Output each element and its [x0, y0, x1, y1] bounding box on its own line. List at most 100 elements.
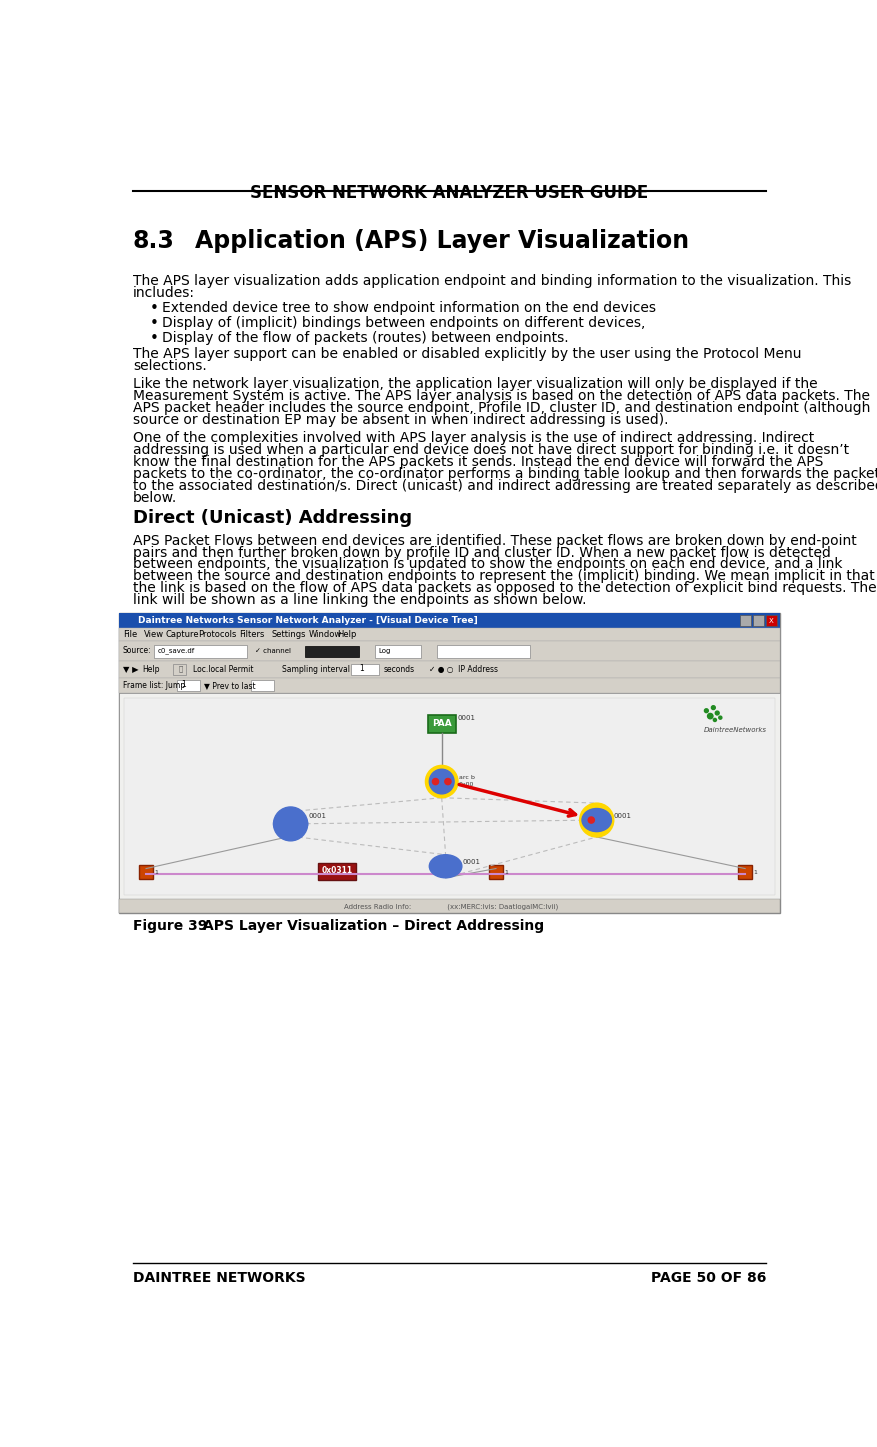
FancyBboxPatch shape [119, 677, 780, 693]
FancyBboxPatch shape [428, 715, 456, 734]
Text: seconds: seconds [384, 664, 415, 674]
Text: Daintree Networks Sensor Network Analyzer - [Visual Device Tree]: Daintree Networks Sensor Network Analyze… [138, 616, 477, 625]
FancyBboxPatch shape [177, 680, 200, 690]
FancyBboxPatch shape [119, 693, 780, 900]
Text: 🔒: 🔒 [179, 666, 183, 673]
Text: The APS layer support can be enabled or disabled explicitly by the user using th: The APS layer support can be enabled or … [133, 347, 802, 362]
Circle shape [432, 778, 438, 784]
Text: X: X [769, 618, 774, 624]
FancyBboxPatch shape [119, 661, 780, 677]
FancyBboxPatch shape [317, 864, 356, 880]
Text: Help: Help [338, 629, 357, 640]
Text: Display of (implicit) bindings between endpoints on different devices,: Display of (implicit) bindings between e… [162, 315, 645, 330]
Circle shape [719, 716, 722, 719]
Text: APS packet header includes the source endpoint, Profile ID, cluster ID, and dest: APS packet header includes the source en… [133, 401, 870, 415]
FancyBboxPatch shape [119, 900, 780, 913]
Circle shape [430, 770, 454, 794]
Text: One of the complexities involved with APS layer analysis is the use of indirect : One of the complexities involved with AP… [133, 431, 814, 446]
FancyBboxPatch shape [739, 615, 751, 627]
Text: Display of the flow of packets (routes) between endpoints.: Display of the flow of packets (routes) … [162, 331, 569, 344]
Text: packets to the co-ordinator, the co-ordinator performs a binding table lookup an: packets to the co-ordinator, the co-ordi… [133, 467, 877, 480]
Circle shape [425, 765, 458, 797]
Text: c0_save.df: c0_save.df [158, 647, 195, 654]
FancyBboxPatch shape [766, 615, 777, 627]
Text: •: • [150, 301, 159, 315]
FancyBboxPatch shape [124, 697, 775, 894]
Text: includes:: includes: [133, 285, 195, 300]
Text: 1: 1 [360, 664, 364, 673]
Text: between endpoints, the visualization is updated to show the endpoints on each en: between endpoints, the visualization is … [133, 557, 843, 572]
FancyBboxPatch shape [738, 865, 752, 880]
Ellipse shape [430, 855, 462, 878]
Text: Like the network layer visualization, the application layer visualization will o: Like the network layer visualization, th… [133, 378, 817, 391]
Text: View: View [145, 629, 165, 640]
Ellipse shape [274, 812, 308, 836]
Text: Settings: Settings [272, 629, 306, 640]
FancyBboxPatch shape [437, 645, 530, 657]
Text: to the associated destination/s. Direct (unicast) and indirect addressing are tr: to the associated destination/s. Direct … [133, 479, 877, 493]
Text: DaintreeNetworks: DaintreeNetworks [704, 726, 767, 732]
Text: APS Packet Flows between end devices are identified. These packet flows are brok: APS Packet Flows between end devices are… [133, 534, 857, 547]
Text: PAA: PAA [431, 719, 452, 728]
Text: SENSOR NETWORK ANALYZER USER GUIDE: SENSOR NETWORK ANALYZER USER GUIDE [250, 184, 649, 203]
Text: •: • [150, 315, 159, 331]
Text: 0001: 0001 [614, 813, 631, 819]
FancyBboxPatch shape [352, 664, 379, 674]
Circle shape [588, 818, 595, 823]
Text: 0001: 0001 [457, 715, 475, 721]
Text: between the source and destination endpoints to represent the (implicit) binding: between the source and destination endpo… [133, 570, 874, 583]
Text: Extended device tree to show endpoint information on the end devices: Extended device tree to show endpoint in… [162, 301, 656, 314]
Text: Protocols: Protocols [198, 629, 236, 640]
Circle shape [716, 710, 719, 715]
Circle shape [711, 706, 716, 709]
Text: 1: 1 [154, 870, 159, 875]
Text: ▼ Prev to last: ▼ Prev to last [204, 680, 256, 690]
Text: 1: 1 [753, 870, 758, 875]
Text: arc b: arc b [459, 776, 474, 780]
Text: Figure 39: Figure 39 [133, 919, 207, 933]
Ellipse shape [582, 809, 611, 832]
Text: Help: Help [142, 664, 160, 674]
Text: 0001: 0001 [309, 813, 326, 819]
Text: Direct (Unicast) Addressing: Direct (Unicast) Addressing [133, 509, 412, 527]
Text: ▼ ▶: ▼ ▶ [123, 664, 139, 674]
FancyBboxPatch shape [119, 614, 780, 628]
Text: link will be shown as a line linking the endpoints as shown below.: link will be shown as a line linking the… [133, 593, 587, 608]
FancyBboxPatch shape [119, 614, 780, 913]
Text: Capture: Capture [165, 629, 199, 640]
Circle shape [274, 807, 308, 841]
FancyBboxPatch shape [489, 865, 503, 880]
Text: The APS layer visualization adds application endpoint and binding information to: The APS layer visualization adds applica… [133, 273, 851, 288]
Circle shape [708, 713, 713, 719]
FancyBboxPatch shape [251, 680, 274, 690]
Text: Loc.local Permit: Loc.local Permit [193, 664, 253, 674]
FancyBboxPatch shape [305, 645, 360, 657]
Text: Application (APS) Layer Visualization: Application (APS) Layer Visualization [195, 229, 689, 253]
Text: Address Radio Info:                (xx:MERC:lvis: DaatlogalMC:lvii): Address Radio Info: (xx:MERC:lvis: Daatl… [344, 903, 558, 910]
Circle shape [445, 778, 451, 784]
Text: 1: 1 [504, 870, 509, 875]
FancyBboxPatch shape [139, 865, 153, 880]
Text: Sampling interval: Sampling interval [282, 664, 350, 674]
FancyBboxPatch shape [374, 645, 421, 657]
Text: source or destination EP may be absent in when indirect addressing is used).: source or destination EP may be absent i… [133, 412, 668, 427]
Text: 8.3: 8.3 [133, 229, 175, 253]
Text: Window: Window [309, 629, 342, 640]
Text: the link is based on the flow of APS data packets as opposed to the detection of: the link is based on the flow of APS dat… [133, 582, 876, 595]
FancyBboxPatch shape [752, 615, 764, 627]
Circle shape [580, 803, 614, 836]
Text: 1: 1 [181, 680, 186, 689]
Text: know the final destination for the APS packets it sends. Instead the end device : know the final destination for the APS p… [133, 454, 824, 469]
Text: ✓ channel: ✓ channel [254, 648, 290, 654]
Text: Filters: Filters [239, 629, 264, 640]
Text: pairs and then further broken down by profile ID and cluster ID. When a new pack: pairs and then further broken down by pr… [133, 546, 831, 560]
Text: selections.: selections. [133, 359, 207, 373]
Text: 0x0311: 0x0311 [322, 867, 353, 875]
FancyBboxPatch shape [119, 628, 780, 641]
Text: APS Layer Visualization – Direct Addressing: APS Layer Visualization – Direct Address… [203, 919, 544, 933]
Text: PAGE 50 OF 86: PAGE 50 OF 86 [651, 1270, 766, 1285]
Text: •: • [150, 331, 159, 346]
Text: 0x00: 0x00 [459, 783, 474, 787]
Text: addressing is used when a particular end device does not have direct support for: addressing is used when a particular end… [133, 443, 849, 457]
Text: ✓ ● ○  IP Address: ✓ ● ○ IP Address [429, 664, 498, 674]
